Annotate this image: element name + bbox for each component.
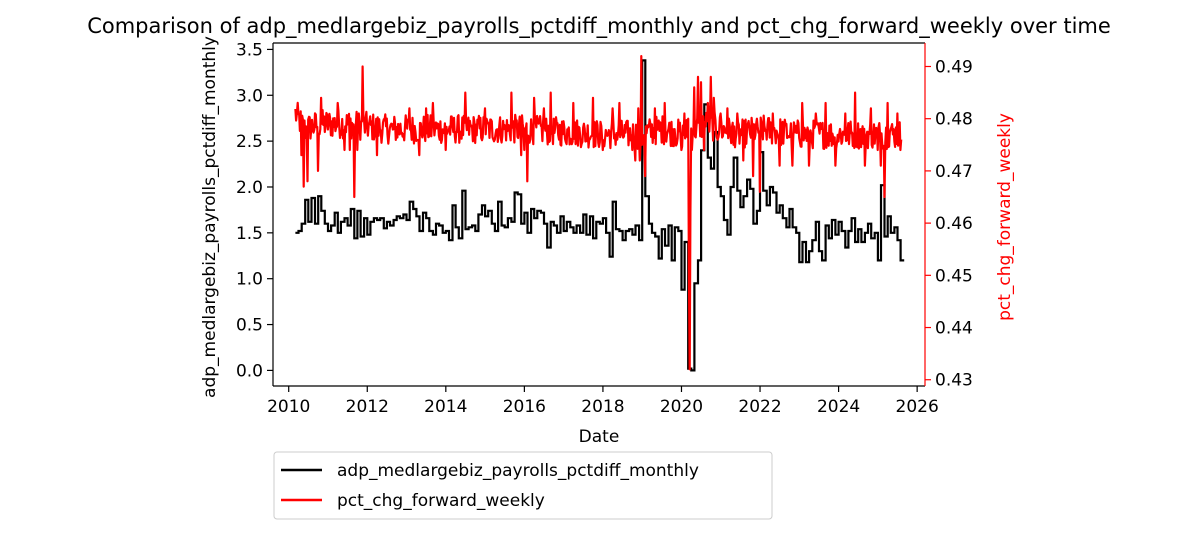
legend-label-payrolls: adp_medlargebiz_payrolls_pctdiff_monthly: [337, 461, 699, 481]
x-tick-label: 2016: [503, 397, 546, 417]
y-left-tick-label: 1.5: [236, 224, 263, 244]
y-left-tick-label: 3.5: [236, 40, 263, 60]
y-left-tick-label: 3.0: [236, 86, 263, 106]
y-right-tick-label: 0.43: [935, 371, 973, 391]
x-tick-label: 2012: [346, 397, 389, 417]
y-left-tick-label: 1.0: [236, 270, 263, 290]
y-axis-right-label: pct_chg_forward_weekly: [995, 113, 1015, 321]
y-right-tick-label: 0.46: [935, 214, 973, 234]
y-right-tick-label: 0.44: [935, 319, 973, 339]
y-left-tick-label: 2.5: [236, 132, 263, 152]
y-left-tick-label: 2.0: [236, 178, 263, 198]
legend-box: [273, 451, 773, 520]
x-tick-label: 2010: [267, 397, 310, 417]
x-tick-label: 2018: [581, 397, 624, 417]
y-left-tick-label: 0.5: [236, 316, 263, 336]
y-axis-left-label: adp_medlargebiz_payrolls_pctdiff_monthly: [200, 36, 220, 398]
axes: 2010 2012 2014 2016 2018 2020 2022 2024 2026 0.0 0…: [236, 40, 973, 417]
chart-title: Comparison of adp_medlargebiz_payrolls_p…: [87, 14, 1111, 39]
x-tick-label: 2024: [817, 397, 860, 417]
x-tick-label: 2020: [660, 397, 703, 417]
legend: adp_medlargebiz_payrolls_pctdiff_monthly…: [273, 451, 773, 520]
y-right-tick-label: 0.45: [935, 266, 973, 286]
x-tick-label: 2026: [896, 397, 939, 417]
y-right-tick-label: 0.48: [935, 110, 973, 130]
legend-label-forward: pct_chg_forward_weekly: [337, 491, 545, 511]
series-line-forward: [294, 55, 903, 371]
plot-area: [294, 55, 905, 372]
y-right-tick-label: 0.49: [935, 57, 973, 77]
x-axis-label: Date: [579, 427, 620, 447]
y-left-tick-label: 0.0: [236, 361, 263, 381]
series-line-payrolls: [295, 59, 905, 372]
x-tick-label: 2022: [738, 397, 781, 417]
x-tick-label: 2014: [424, 397, 467, 417]
y-right-tick-label: 0.47: [935, 162, 973, 182]
